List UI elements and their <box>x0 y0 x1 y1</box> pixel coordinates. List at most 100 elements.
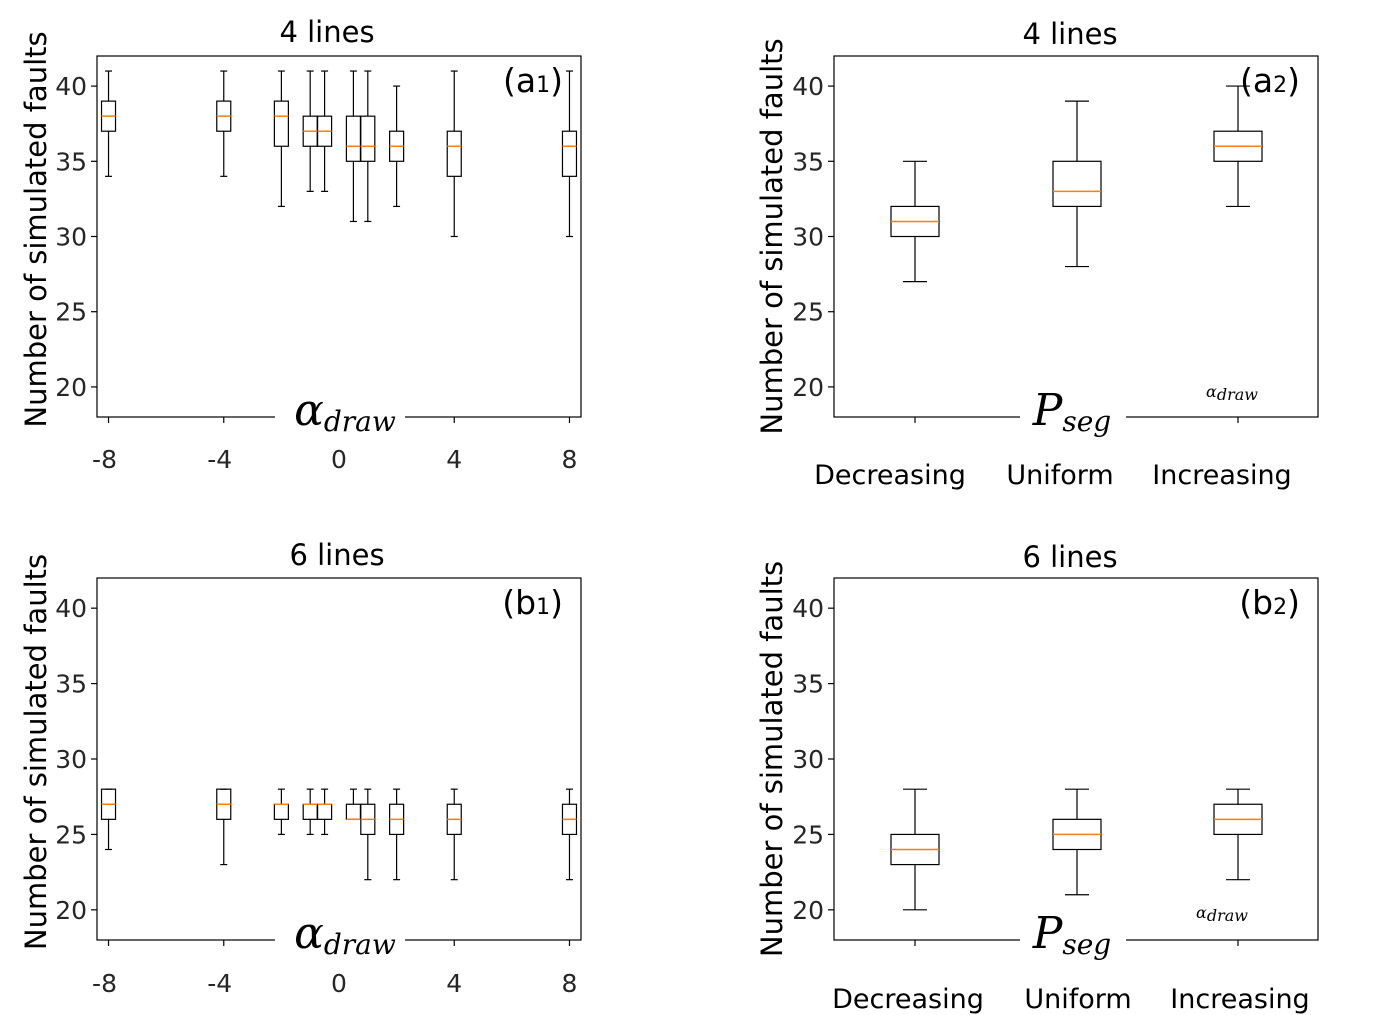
x-tick-label: -8 <box>92 969 117 998</box>
panel-label: (a2) <box>1240 61 1300 100</box>
box-7 <box>389 85 405 208</box>
box-3 <box>302 788 318 836</box>
x-axis-extra-label: αdraw <box>1196 903 1248 925</box>
y-tick-label: 40 <box>55 72 87 101</box>
x-category-label: Increasing <box>1152 460 1291 491</box>
x-axis-label: αdraw <box>294 385 396 438</box>
box-8 <box>446 788 462 881</box>
box-2 <box>1213 85 1263 208</box>
box-5 <box>345 788 362 821</box>
x-category-label: Increasing <box>1170 984 1309 1015</box>
x-tick-label: 8 <box>562 445 578 474</box>
box-4 <box>316 70 333 192</box>
panel-label: (b1) <box>502 583 563 622</box>
x-tick-label: -8 <box>92 445 117 474</box>
y-tick-label: 40 <box>792 594 824 623</box>
x-axis-label: αdraw <box>294 908 396 961</box>
box-3 <box>302 70 318 192</box>
x-label-mask <box>275 932 405 950</box>
panel-label: (b2) <box>1239 583 1300 622</box>
y-axis-label: Number of simulated faults <box>19 31 53 427</box>
x-label-mask <box>1020 932 1126 950</box>
y-tick-label: 40 <box>55 594 87 623</box>
x-category-label: Uniform <box>1024 984 1131 1015</box>
box-6 <box>360 788 376 881</box>
x-label-mask <box>275 409 405 427</box>
x-tick-label: 4 <box>446 969 462 998</box>
box-body <box>345 115 362 162</box>
box-1 <box>1052 788 1102 896</box>
box-body <box>302 803 318 820</box>
y-axis-label: Number of simulated faults <box>19 554 53 950</box>
chart-title: 4 lines <box>279 15 374 49</box>
box-8 <box>446 70 462 238</box>
box-7 <box>389 788 405 881</box>
y-tick-label: 30 <box>55 223 87 252</box>
y-axis-label: Number of simulated faults <box>755 38 789 434</box>
panel-b2: 6 lines Number of simulated faults 20 25 30 3… <box>755 540 1319 1015</box>
x-label-mask <box>1020 409 1126 427</box>
y-tick-label: 25 <box>792 820 824 849</box>
axes-frame <box>833 577 1319 941</box>
x-axis-label: Pseg <box>1032 908 1111 961</box>
x-tick-label: -4 <box>207 969 232 998</box>
axes-frame <box>96 577 582 941</box>
y-tick-label: 20 <box>792 896 824 925</box>
chart-title: 6 lines <box>289 538 384 572</box>
y-tick-label: 25 <box>55 820 87 849</box>
y-tick-label: 35 <box>55 147 87 176</box>
box-5 <box>345 70 362 223</box>
chart-title: 6 lines <box>1022 540 1117 574</box>
y-tick-label: 40 <box>792 72 824 101</box>
y-axis-label: Number of simulated faults <box>755 561 789 957</box>
box-4 <box>316 788 333 836</box>
box-2 <box>273 788 289 836</box>
x-tick-label: 0 <box>331 445 347 474</box>
y-tick-label: 30 <box>792 745 824 774</box>
box-1 <box>216 788 232 866</box>
y-tick-label: 20 <box>792 373 824 402</box>
x-tick-label: 4 <box>446 445 462 474</box>
box-body <box>345 803 362 820</box>
y-tick-label: 20 <box>55 896 87 925</box>
panel-a1: 4 lines Number of simulated faults 20 25 30 3… <box>19 15 582 474</box>
axes-frame <box>96 55 582 418</box>
box-body <box>561 130 578 177</box>
box-body <box>360 115 376 162</box>
box-body <box>1052 160 1102 208</box>
box-body <box>273 100 289 147</box>
y-tick-label: 25 <box>55 298 87 327</box>
x-category-label: Decreasing <box>814 460 966 491</box>
box-1 <box>216 70 232 177</box>
x-category-label: Decreasing <box>832 984 984 1015</box>
x-tick-label: 8 <box>562 969 578 998</box>
y-tick-label: 25 <box>792 298 824 327</box>
panel-label: (a1) <box>503 61 563 100</box>
box-9 <box>561 788 578 881</box>
x-axis-label: Pseg <box>1032 385 1111 438</box>
box-6 <box>360 70 376 223</box>
box-1 <box>1052 100 1102 268</box>
y-tick-label: 30 <box>55 745 87 774</box>
box-0 <box>100 70 117 177</box>
box-9 <box>561 70 578 238</box>
box-0 <box>100 788 117 851</box>
chart-title: 4 lines <box>1022 17 1117 51</box>
box-0 <box>890 788 940 911</box>
y-tick-label: 35 <box>55 670 87 699</box>
x-tick-label: -4 <box>207 445 232 474</box>
y-tick-label: 20 <box>55 373 87 402</box>
box-body <box>316 803 333 820</box>
x-tick-label: 0 <box>331 969 347 998</box>
x-category-label: Uniform <box>1006 460 1113 491</box>
y-tick-label: 30 <box>792 223 824 252</box>
y-tick-label: 35 <box>792 670 824 699</box>
box-2 <box>1213 788 1263 881</box>
box-2 <box>273 70 289 208</box>
box-body <box>273 803 289 820</box>
box-body <box>446 130 462 177</box>
panel-b1: 6 lines Number of simulated faults 20 25 30 3… <box>19 538 582 998</box>
y-tick-label: 35 <box>792 147 824 176</box>
box-0 <box>890 160 940 283</box>
